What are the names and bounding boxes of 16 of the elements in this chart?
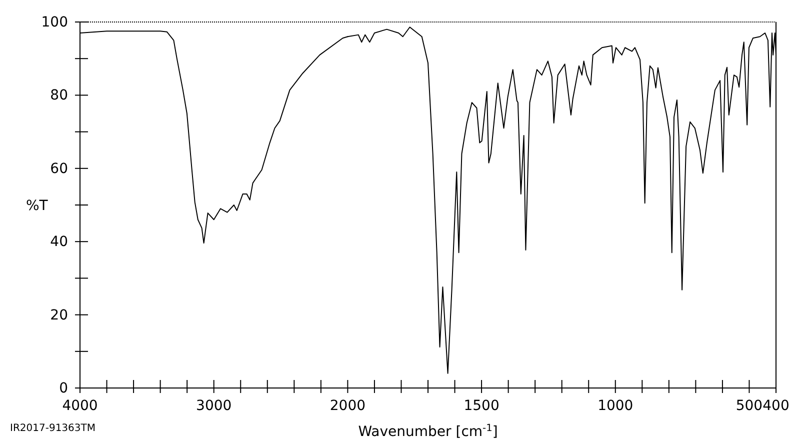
text: IR2017-91363TM <box>10 423 96 434</box>
x-tick-label: 400 <box>762 398 790 414</box>
y-tick-label: 40 <box>50 234 68 250</box>
y-tick-label: 0 <box>59 380 68 396</box>
x-axis-title: Wavenumber [cm$^{-1}$] <box>358 422 498 440</box>
y-tick-label: 20 <box>50 307 68 324</box>
y-tick-label: 80 <box>50 88 68 104</box>
y-tick-label: 100 <box>41 14 68 30</box>
y-tick-label: 60 <box>50 160 68 177</box>
y-axis-title: %T <box>26 198 48 214</box>
x-tick-label: 4000 <box>62 398 98 414</box>
x-tick-label: 500 <box>736 398 763 414</box>
x-tick-label: 1500 <box>464 398 500 414</box>
x-tick-label: 1000 <box>598 398 634 414</box>
x-tick-label: 3000 <box>196 398 232 414</box>
x-tick-label: 2000 <box>330 398 366 414</box>
